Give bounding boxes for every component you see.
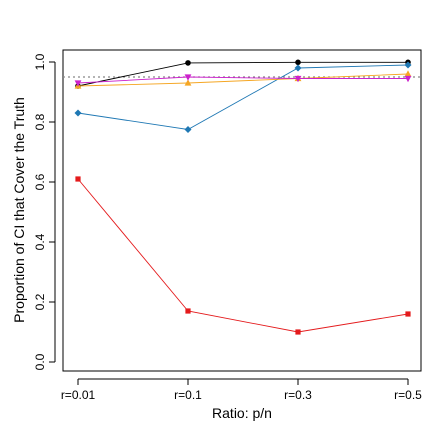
data-point bbox=[404, 70, 412, 77]
x-tick-label: r=0.01 bbox=[61, 388, 96, 402]
data-point bbox=[185, 60, 191, 66]
y-tick-label: 0.0 bbox=[33, 353, 47, 370]
data-point bbox=[185, 308, 191, 314]
series-4 bbox=[74, 70, 412, 89]
data-point bbox=[184, 74, 192, 81]
data-point bbox=[405, 311, 411, 317]
data-point bbox=[184, 126, 192, 133]
data-point bbox=[74, 80, 82, 87]
y-tick-label: 0.6 bbox=[33, 173, 47, 190]
data-point bbox=[184, 79, 192, 86]
data-point bbox=[294, 64, 302, 72]
series-2 bbox=[75, 176, 411, 335]
y-tick-label: 1.0 bbox=[33, 53, 47, 70]
data-point bbox=[75, 176, 81, 182]
x-tick-label: r=0.3 bbox=[284, 388, 312, 402]
y-tick-label: 0.8 bbox=[33, 113, 47, 130]
y-axis-label: Proportion of CI that Cover the Truth bbox=[11, 97, 27, 323]
series-line bbox=[77, 178, 409, 333]
data-point bbox=[295, 329, 301, 335]
y-tick-label: 0.2 bbox=[33, 293, 47, 310]
x-axis-label: Ratio: p/n bbox=[212, 405, 272, 421]
x-tick-label: r=0.1 bbox=[174, 388, 202, 402]
series-line bbox=[77, 76, 408, 84]
data-point bbox=[404, 61, 412, 69]
y-tick-label: 0.4 bbox=[33, 233, 47, 250]
data-point bbox=[295, 59, 301, 66]
series-5 bbox=[74, 74, 412, 87]
series-line bbox=[77, 64, 409, 130]
x-tick-label: r=0.5 bbox=[394, 388, 422, 402]
data-point bbox=[404, 75, 412, 83]
x-axis: r=0.01 r=0.1 r=0.3 r=0.5 bbox=[61, 378, 422, 402]
series-layer bbox=[74, 59, 412, 335]
data-point bbox=[74, 109, 82, 117]
series-line bbox=[77, 61, 408, 87]
series-line bbox=[77, 73, 409, 87]
y-axis: 0.0 0.2 0.4 0.6 0.8 1.0 bbox=[33, 53, 56, 370]
series-3 bbox=[74, 61, 412, 133]
plot-frame bbox=[62, 49, 422, 372]
data-point bbox=[294, 75, 302, 83]
